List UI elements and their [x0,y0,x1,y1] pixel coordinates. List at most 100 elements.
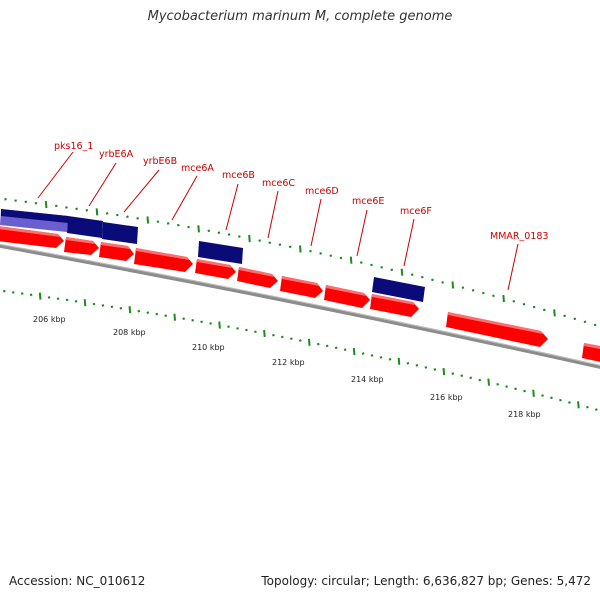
gene-arrow-7 [280,276,323,298]
minor-tick [298,339,302,342]
gene-label: mce6F [400,206,432,217]
kbp-label: 214 kbp [351,375,384,384]
gene-arrow-5 [195,259,236,279]
inner-tick-ring [2,289,598,411]
major-tick [128,306,132,314]
minor-tick [115,213,119,217]
major-tick [218,321,221,329]
minor-tick [359,261,363,264]
minor-tick [433,368,437,371]
minor-tick [182,317,186,321]
minor-tick [390,268,394,272]
kbp-label: 218 kbp [508,410,541,419]
minor-tick [478,378,482,382]
gene-label: pks16_1 [54,141,93,152]
accession-text: Accession: NC_010612 [9,574,146,588]
feature-box-yrbE6B [102,222,138,244]
minor-tick [236,327,239,330]
minor-tick [415,364,419,367]
minor-tick [65,206,68,209]
gene-arrows [0,226,600,362]
minor-tick [126,215,129,218]
feature-box-mce6E [372,277,425,302]
major-tick [577,401,580,409]
minor-tick [227,325,230,329]
major-tick [95,208,99,216]
gene-arrow-8 [324,285,370,308]
major-tick [299,245,302,253]
minor-tick [309,249,312,253]
minor-tick [258,239,261,242]
gene-label: mce6A [181,163,214,174]
minor-tick [137,309,141,313]
minor-tick [288,245,292,249]
major-tick [487,378,490,386]
minor-tick [281,335,284,339]
minor-tick [56,297,60,300]
minor-tick [65,298,69,302]
minor-tick [325,344,329,348]
minor-tick [370,263,373,267]
minor-tick [550,396,553,400]
minor-tick [563,314,566,318]
major-tick [173,313,177,321]
minor-tick [568,401,571,404]
minor-tick [424,366,428,369]
minor-tick [54,204,58,208]
major-tick [451,281,455,289]
minor-tick [460,374,464,378]
kbp-labels: 206 kbp 208 kbp 210 kbp 212 kbp 214 kbp … [33,315,541,419]
major-tick [400,268,404,276]
gene-label: mce6D [305,186,339,197]
major-tick [38,292,42,300]
minor-tick [594,408,598,411]
kbp-label: 210 kbp [192,343,225,352]
major-tick [263,329,266,338]
minor-tick [505,385,508,388]
major-tick [502,294,505,303]
feature-box-yrbE6A [67,216,103,238]
major-tick [553,309,556,317]
major-tick [349,256,353,264]
map-title: Mycobacterium marinum M, complete genome [147,9,453,24]
minor-tick [200,320,203,324]
minor-tick [441,281,444,284]
gene-label: yrbE6B [143,156,177,167]
minor-tick [541,394,544,397]
minor-tick [289,337,293,341]
major-tick [197,225,200,233]
minor-tick [75,207,78,211]
major-tick [146,216,150,224]
minor-tick [217,231,221,234]
minor-tick [361,352,365,355]
minor-tick [237,235,241,238]
minor-tick [461,286,465,289]
gene-arrow-4 [134,248,193,272]
gene-label: MMAR_0183 [490,231,548,242]
minor-tick [583,320,587,324]
minor-tick [481,291,485,295]
minor-tick [278,243,282,247]
minor-tick [542,308,546,312]
kbp-label: 216 kbp [430,393,463,402]
minor-tick [176,223,180,227]
minor-tick [420,275,424,279]
minor-tick [110,305,114,309]
minor-tick [146,311,150,314]
minor-tick [191,318,195,322]
minor-tick [268,241,272,244]
minor-tick [559,398,562,402]
minor-tick [209,322,212,325]
minor-tick [380,266,383,269]
minor-tick [514,387,517,391]
minor-tick [4,197,7,201]
minor-tick [2,289,6,293]
minor-tick [451,372,455,375]
minor-tick [105,212,109,215]
minor-tick [319,252,322,255]
minor-tick [245,328,248,332]
minor-tick [339,256,343,260]
minor-tick [343,348,347,352]
gene-arrow-1 [0,226,64,248]
